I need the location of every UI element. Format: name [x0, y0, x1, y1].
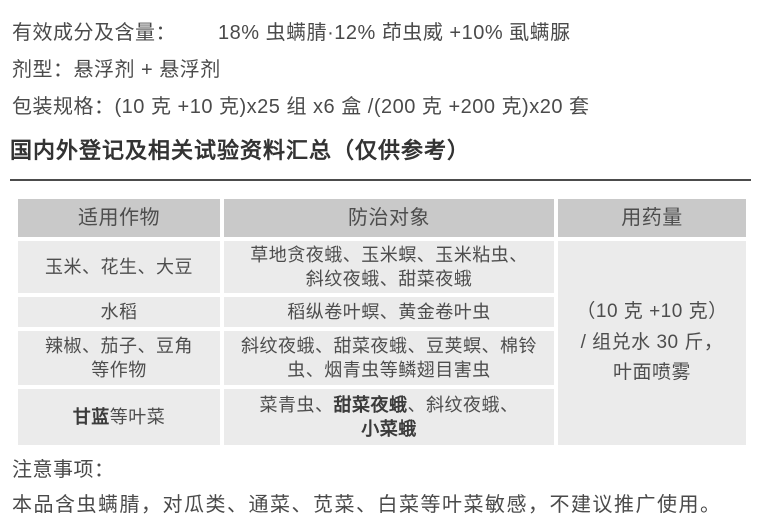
- col-header-pests: 防治对象: [224, 199, 554, 237]
- dosage-cell: （10 克 +10 克） / 组兑水 30 斤， 叶面喷雾: [558, 241, 746, 445]
- formulation-line: 剂型：悬浮剂 + 悬浮剂: [12, 59, 221, 81]
- pest-cell-rice: 稻纵卷叶螟、黄金卷叶虫: [224, 297, 554, 327]
- ingredients-line: 有效成分及含量： 18% 虫螨腈·12% 茚虫威 +10% 虱螨脲: [12, 12, 761, 49]
- pest-cell-pepper: 斜纹夜蛾、甜菜夜蛾、豆荚螟、棉铃 虫、烟青虫等鳞翅目害虫: [224, 331, 554, 385]
- product-specs: 有效成分及含量： 18% 虫螨腈·12% 茚虫威 +10% 虱螨脲 剂型：悬浮剂 …: [0, 0, 761, 123]
- crop-cabbage-bold: 甘蓝: [72, 406, 110, 427]
- crop-cabbage-rest: 等叶菜: [109, 406, 166, 427]
- crop-cell-rice: 水稻: [18, 297, 220, 327]
- registration-table: 适用作物 防治对象 用药量 玉米、花生、大豆 草地贪夜蛾、玉米螟、玉米粘虫、 斜…: [18, 199, 746, 445]
- col-header-dosage: 用药量: [558, 199, 746, 237]
- ingredients-value: 18% 虫螨腈·12% 茚虫威 +10% 虱螨脲: [218, 22, 571, 44]
- notes-heading: 注意事项：: [12, 459, 115, 481]
- pest-cabbage-line2: 小菜蛾: [260, 417, 519, 441]
- ingredients-label: 有效成分及含量：: [12, 22, 176, 44]
- col-header-crops: 适用作物: [18, 199, 220, 237]
- packaging-line: 包装规格：(10 克 +10 克)x25 组 x6 盒 /(200 克 +200…: [12, 96, 590, 118]
- pest-seg-bold2: 小菜蛾: [361, 419, 417, 439]
- pest-cabbage-line1: 菜青虫、甜菜夜蛾、斜纹夜蛾、: [260, 393, 519, 417]
- pest-cell-corn: 草地贪夜蛾、玉米螟、玉米粘虫、 斜纹夜蛾、甜菜夜蛾: [224, 241, 554, 293]
- notes-text: 本品含虫螨腈，对瓜类、通菜、苋菜、白菜等叶菜敏感，不建议推广使用。: [12, 494, 722, 516]
- crop-cell-cabbage: 甘蓝等叶菜: [18, 389, 220, 445]
- title-underline: [10, 179, 751, 181]
- section-title: 国内外登记及相关试验资料汇总（仅供参考）: [10, 138, 471, 163]
- pest-seg-plain2: 、斜纹夜蛾、: [407, 394, 519, 415]
- crop-cell-pepper: 辣椒、茄子、豆角 等作物: [18, 331, 220, 385]
- pest-seg-plain1: 菜青虫、: [259, 394, 334, 415]
- crop-cell-corn: 玉米、花生、大豆: [18, 241, 220, 293]
- pest-seg-bold1: 甜菜夜蛾: [333, 394, 408, 415]
- pest-cell-cabbage: 菜青虫、甜菜夜蛾、斜纹夜蛾、 小菜蛾: [224, 389, 554, 445]
